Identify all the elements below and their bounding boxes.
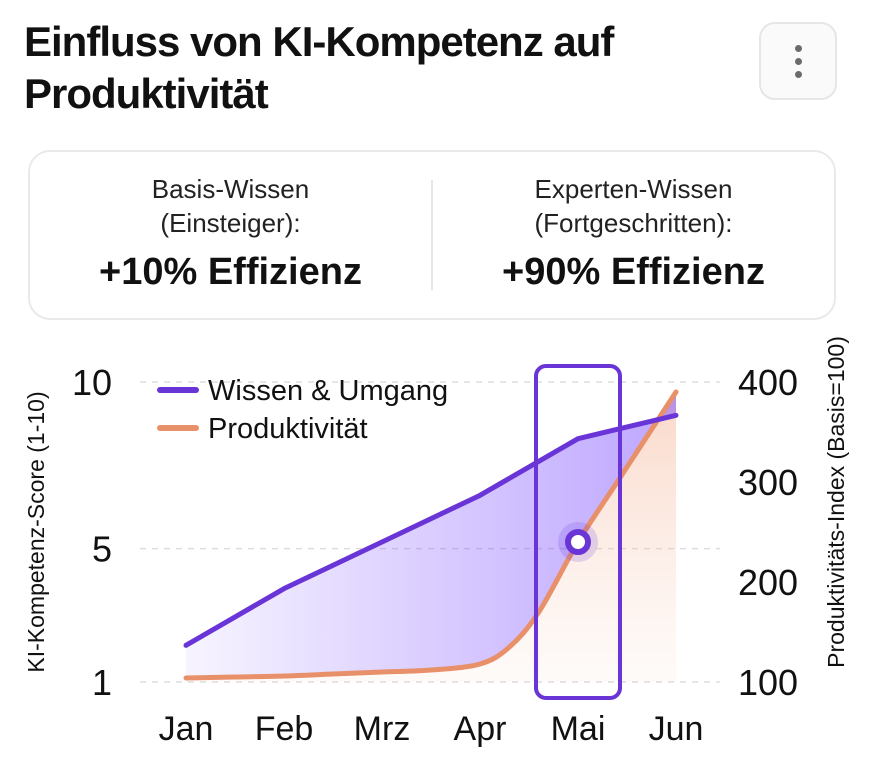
more-options-button[interactable] — [759, 22, 837, 100]
produktivitaet-area — [186, 392, 676, 682]
stat-basis-value: +10% Effizienz — [99, 251, 362, 293]
legend-label: Wissen & Umgang — [208, 375, 448, 407]
stat-basis-sublabel: (Einsteiger): — [160, 208, 301, 238]
y-right-tick-label: 100 — [738, 662, 798, 703]
highlight-marker — [565, 529, 591, 555]
y-right-tick-label: 300 — [738, 462, 798, 503]
wissen-area — [186, 392, 676, 678]
stat-experten-label: Experten-Wissen — [534, 174, 733, 204]
y-left-tick-label: 5 — [92, 529, 112, 570]
stat-experten-value: +90% Effizienz — [502, 251, 765, 293]
y-left-axis-title: KI-Kompetenz-Score (1-10) — [23, 391, 49, 672]
y-right-tick-label: 400 — [738, 362, 798, 403]
x-tick-label: Mrz — [354, 710, 411, 748]
vertical-dots-icon — [794, 57, 802, 65]
chart: 10 5 1 400 300 200 100 Jan Feb Mrz Apr Mai Jun KI-Kom… — [23, 336, 849, 748]
y-right-axis-title: Produktivitäts-Index (Basis=100) — [823, 336, 849, 668]
page-title: Einfluss von KI-Kompetenz auf Produktivi… — [24, 16, 724, 120]
vertical-dots-icon — [794, 70, 802, 78]
x-tick-label: Jun — [649, 710, 704, 748]
stat-experten: Experten-Wissen (Fortgeschritten): +90% … — [433, 172, 834, 298]
highlight-box-mai — [534, 364, 622, 700]
x-tick-label: Apr — [454, 710, 507, 748]
y-left-tick-label: 10 — [72, 362, 112, 403]
title-line-1: Einfluss von KI-Kompetenz auf — [24, 18, 614, 65]
stat-experten-sublabel: (Fortgeschritten): — [534, 208, 733, 238]
x-tick-label: Mai — [551, 710, 606, 748]
stat-basis-label: Basis-Wissen — [151, 174, 310, 204]
y-left-tick-label: 1 — [92, 662, 112, 703]
stat-basis: Basis-Wissen (Einsteiger): +10% Effizien… — [30, 172, 431, 298]
series-line-produktivitaet — [183, 389, 679, 681]
legend-label: Produktivität — [208, 413, 368, 445]
x-tick-label: Feb — [255, 710, 314, 748]
stats-card: Basis-Wissen (Einsteiger): +10% Effizien… — [28, 150, 836, 320]
title-line-2: Produktivität — [24, 70, 269, 117]
x-tick-label: Jan — [159, 710, 214, 748]
vertical-dots-icon — [794, 44, 802, 52]
y-right-tick-label: 200 — [738, 562, 798, 603]
stats-divider — [431, 180, 433, 290]
series-line-wissen — [183, 412, 679, 648]
